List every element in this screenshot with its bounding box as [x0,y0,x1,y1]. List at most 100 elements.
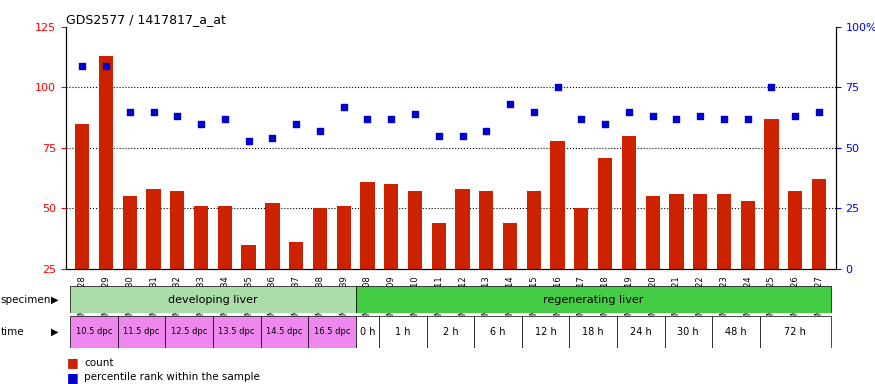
Point [574,116,588,122]
Text: 6 h: 6 h [490,326,506,337]
Point [693,113,707,119]
Text: 0 h: 0 h [360,326,375,337]
Bar [408,191,422,329]
Point [503,101,517,108]
Bar [312,209,327,329]
Point [812,109,826,115]
Bar [740,201,755,329]
Bar [99,56,113,329]
Bar [480,191,494,329]
Point [646,113,660,119]
Bar [75,124,89,329]
Text: 16.5 dpc: 16.5 dpc [313,327,350,336]
Bar [503,223,517,329]
Bar [427,316,474,348]
Text: regenerating liver: regenerating liver [543,295,643,305]
Bar [788,191,802,329]
Text: ■: ■ [66,356,78,369]
Text: 11.5 dpc: 11.5 dpc [123,327,160,336]
Bar [522,316,570,348]
Bar [455,189,470,329]
Point [146,109,160,115]
Bar [570,316,617,348]
Bar [289,242,304,329]
Bar [171,191,185,329]
Text: 24 h: 24 h [630,326,652,337]
Text: 12.5 dpc: 12.5 dpc [171,327,207,336]
Point [408,111,422,117]
Bar [261,316,308,348]
Bar [812,179,826,329]
Bar [598,157,612,329]
Point [218,116,232,122]
Point [456,133,470,139]
Bar [669,194,683,329]
Bar [308,316,355,348]
Bar [337,206,351,329]
Point [99,63,113,69]
Point [717,116,731,122]
Bar [550,141,564,329]
Point [741,116,755,122]
Point [242,137,256,144]
Text: 13.5 dpc: 13.5 dpc [219,327,255,336]
Bar [123,196,136,329]
Text: 14.5 dpc: 14.5 dpc [266,327,303,336]
Text: 72 h: 72 h [784,326,806,337]
Point [527,109,541,115]
Bar [717,194,731,329]
Point [171,113,185,119]
Point [194,121,208,127]
Text: ■: ■ [66,371,78,384]
Bar [664,316,712,348]
Bar [431,223,446,329]
Text: developing liver: developing liver [168,295,258,305]
Text: specimen: specimen [1,295,52,305]
Point [360,116,374,122]
Point [289,121,303,127]
Text: GDS2577 / 1417817_a_at: GDS2577 / 1417817_a_at [66,13,226,26]
Bar [146,189,161,329]
Bar [194,206,208,329]
Text: 48 h: 48 h [725,326,746,337]
Bar [360,182,374,329]
Bar [70,316,118,348]
Bar [118,316,165,348]
Point [765,84,779,91]
Bar [622,136,636,329]
Bar [355,286,831,313]
Text: 18 h: 18 h [583,326,604,337]
Text: ▶: ▶ [51,295,59,305]
Point [480,128,494,134]
Bar [693,194,707,329]
Bar [760,316,831,348]
Text: 2 h: 2 h [443,326,458,337]
Text: 1 h: 1 h [396,326,411,337]
Bar [765,119,779,329]
Point [265,135,279,141]
Bar [474,316,522,348]
Bar [617,316,664,348]
Text: 10.5 dpc: 10.5 dpc [76,327,112,336]
Point [598,121,612,127]
Bar [265,204,279,329]
Bar [213,316,261,348]
Point [669,116,683,122]
Bar [712,316,760,348]
Bar [165,316,213,348]
Bar [527,191,541,329]
Point [313,128,327,134]
Bar [218,206,232,329]
Point [123,109,136,115]
Point [75,63,89,69]
Text: ▶: ▶ [51,326,59,337]
Text: time: time [1,326,24,337]
Bar [355,316,380,348]
Point [337,104,351,110]
Bar [574,209,589,329]
Point [788,113,802,119]
Bar [646,196,660,329]
Bar [384,184,398,329]
Text: percentile rank within the sample: percentile rank within the sample [84,372,260,382]
Point [431,133,445,139]
